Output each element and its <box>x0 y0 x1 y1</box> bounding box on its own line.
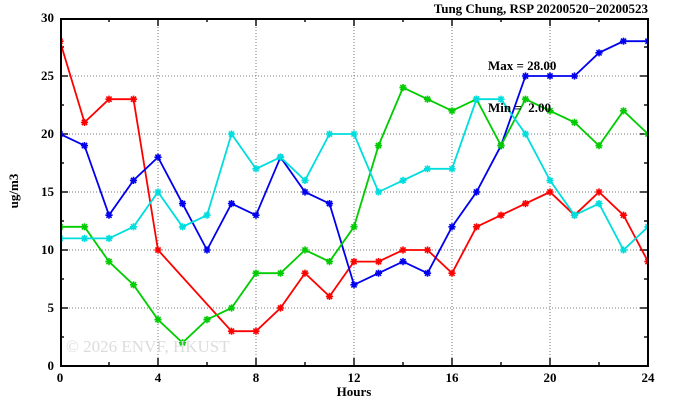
chart-canvas <box>60 18 649 367</box>
x-tick-label: 8 <box>252 370 260 385</box>
page-title: Tung Chung, RSP 20200520−20200523 <box>433 1 648 16</box>
watermark: © 2026 ENVF, HKUST <box>66 337 230 356</box>
y-tick-label: 20 <box>41 126 54 141</box>
x-tick-label: 16 <box>445 370 459 385</box>
x-tick-label: 12 <box>347 370 361 385</box>
x-tick-label: 24 <box>641 370 655 385</box>
legend-min-label: Min = 2.00 <box>488 100 552 115</box>
y-tick-label: 5 <box>47 300 55 315</box>
y-tick-label: 10 <box>41 242 54 257</box>
legend-maxmin: Max = 28.00 Min = 2.00 <box>488 31 556 143</box>
x-axis-label: Hours <box>336 384 372 399</box>
x-tick-label: 0 <box>56 370 64 385</box>
legend-max-label: Max = 28.00 <box>488 58 557 73</box>
x-tick-label: 4 <box>154 370 162 385</box>
x-tick-label: 20 <box>543 370 557 385</box>
y-tick-label: 30 <box>41 10 54 25</box>
y-tick-label: 15 <box>41 184 54 199</box>
y-tick-label: 0 <box>47 358 55 373</box>
y-tick-label: 25 <box>41 68 54 83</box>
